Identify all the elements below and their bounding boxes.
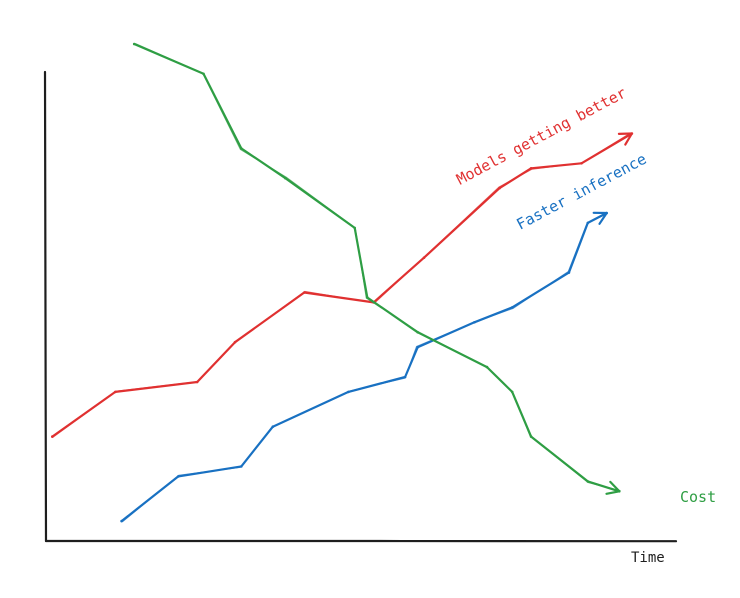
data-point — [586, 480, 590, 483]
series-label: Cost — [680, 488, 716, 506]
series-line-sketch — [51, 132, 632, 439]
series-line — [51, 132, 633, 438]
data-point — [347, 390, 350, 394]
data-point — [202, 72, 205, 76]
data-point — [473, 321, 476, 324]
data-point — [416, 331, 420, 334]
data-point — [403, 375, 407, 379]
data-point — [195, 380, 199, 384]
data-point — [498, 186, 501, 190]
series-line — [133, 42, 621, 493]
data-point — [529, 435, 533, 438]
data-point — [51, 435, 54, 438]
series-layer — [51, 42, 634, 523]
series-2 — [120, 211, 608, 523]
series-line — [120, 211, 608, 523]
y-axis-line — [43, 70, 48, 543]
data-point — [510, 390, 514, 394]
data-point — [233, 340, 237, 344]
x-axis-line — [44, 539, 678, 543]
data-point — [366, 296, 369, 299]
arrowhead-icon — [617, 132, 633, 146]
data-point — [510, 306, 514, 309]
data-point — [271, 425, 275, 429]
data-point — [567, 271, 571, 274]
data-point — [284, 176, 287, 180]
arrowhead-icon — [605, 480, 621, 495]
data-point — [177, 475, 180, 478]
data-point — [580, 162, 583, 165]
series-line-sketch — [122, 212, 608, 523]
series-3 — [132, 42, 621, 495]
arrowhead-icon — [592, 211, 608, 225]
data-point — [529, 167, 533, 170]
series-line-sketch — [134, 42, 621, 492]
data-point — [353, 226, 357, 230]
data-point — [132, 42, 136, 46]
data-point — [416, 345, 420, 349]
data-point — [240, 465, 243, 468]
data-point — [422, 256, 426, 260]
series-1 — [51, 132, 634, 439]
x-axis-label: Time — [631, 550, 665, 566]
data-point — [586, 221, 590, 225]
axes — [43, 70, 678, 543]
data-point — [240, 147, 243, 150]
data-point — [485, 365, 489, 369]
data-point — [120, 519, 123, 523]
data-point — [303, 291, 306, 294]
data-point — [114, 390, 117, 394]
